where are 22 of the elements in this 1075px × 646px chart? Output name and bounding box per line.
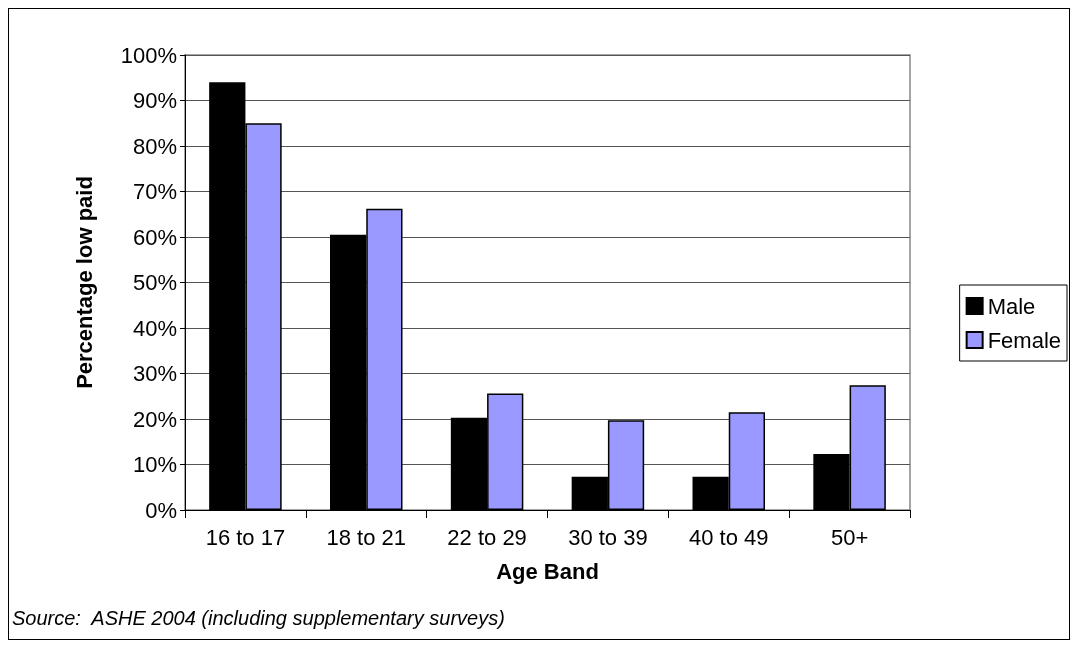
y-tick-label: 60% bbox=[132, 224, 177, 250]
source-note: Source: ASHE 2004 (including supplementary surveys) bbox=[12, 607, 505, 629]
y-tick-label: 0% bbox=[145, 497, 177, 523]
x-tick-label: 30 to 39 bbox=[568, 524, 648, 550]
x-tick-label: 18 to 21 bbox=[326, 524, 407, 550]
y-tick-label: 10% bbox=[132, 452, 177, 477]
y-tick-label: 50% bbox=[132, 270, 177, 295]
y-tick-label: 90% bbox=[132, 88, 177, 113]
x-tick-label: 16 to 17 bbox=[205, 524, 286, 550]
y-tick-label: 70% bbox=[132, 179, 177, 204]
y-tick-label: 40% bbox=[132, 315, 177, 341]
y-tick-label: 20% bbox=[132, 406, 177, 432]
x-tick-label: 50+ bbox=[830, 524, 869, 550]
y-axis-title: Percentage low paid bbox=[71, 176, 97, 389]
x-axis-title: Age Band bbox=[496, 558, 599, 584]
y-tick-label: 30% bbox=[132, 361, 177, 386]
y-tick-label: 80% bbox=[132, 133, 177, 159]
x-tick-label: 40 to 49 bbox=[688, 524, 769, 550]
legend-label: Female bbox=[987, 327, 1061, 353]
x-tick-label: 22 to 29 bbox=[447, 524, 527, 550]
y-tick-label: 100% bbox=[120, 42, 177, 68]
legend-label: Male bbox=[987, 293, 1036, 319]
